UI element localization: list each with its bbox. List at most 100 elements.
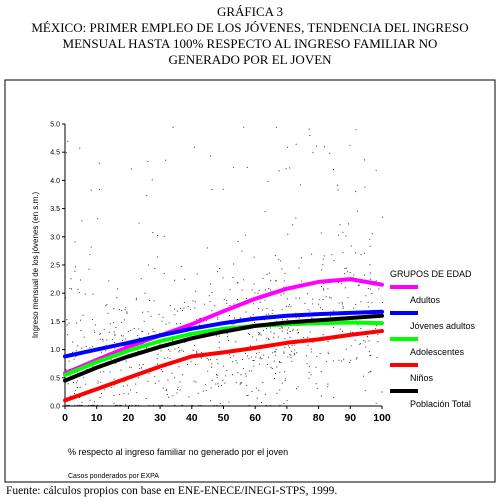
scatter-point [270, 331, 272, 333]
scatter-point [248, 404, 250, 406]
scatter-point [113, 322, 115, 324]
scatter-point [195, 290, 197, 292]
scatter-point [295, 312, 297, 314]
scatter-point [264, 299, 266, 301]
scatter-point [176, 392, 178, 394]
scatter-point [140, 344, 142, 346]
scatter-point [270, 366, 272, 368]
scatter-point [337, 189, 339, 191]
scatter-point [338, 359, 340, 361]
scatter-point [80, 319, 81, 321]
scatter-point [92, 366, 94, 368]
scatter-point [154, 382, 156, 384]
scatter-point [124, 309, 126, 311]
scatter-point [276, 366, 278, 368]
scatter-point [368, 340, 370, 342]
scatter-point [137, 335, 139, 337]
scatter-point [323, 255, 325, 257]
scatter-point [120, 404, 122, 406]
scatter-point [209, 301, 211, 303]
scatter-point [342, 252, 344, 254]
series-line [63, 309, 384, 359]
scatter-point [283, 286, 285, 288]
scatter-point [108, 331, 110, 333]
x-tick-label: 40 [186, 412, 198, 424]
x-tick-label: 60 [249, 412, 261, 424]
scatter-point [83, 336, 85, 338]
scatter-point [217, 271, 218, 273]
scatter-point [291, 345, 293, 347]
scatter-point [250, 356, 252, 358]
scatter-point [211, 189, 213, 190]
scatter-point [216, 374, 218, 376]
x-tick-label: 100 [373, 412, 391, 424]
scatter-point [76, 387, 78, 389]
scatter-point [296, 388, 297, 390]
legend-label: Población Total [410, 399, 471, 409]
scatter-point [249, 333, 250, 335]
scatter-point [255, 339, 257, 341]
scatter-point [112, 338, 114, 340]
scatter-point [289, 346, 291, 348]
scatter-point [206, 247, 208, 249]
series-line [63, 329, 384, 403]
scatter-point [90, 189, 92, 191]
scatter-point [66, 324, 68, 326]
scatter-point [319, 353, 321, 354]
scatter-point [190, 361, 192, 363]
scatter-point [287, 233, 289, 235]
scatter-point [74, 393, 75, 395]
legend-label: Adolescentes [410, 347, 465, 357]
scatter-point [147, 311, 149, 313]
scatter-point [256, 397, 258, 399]
scatter-point [228, 401, 230, 403]
scatter-point [263, 354, 265, 356]
scatter-point [349, 272, 351, 273]
scatter-point [292, 224, 294, 226]
scatter-point [93, 330, 95, 332]
scatter-point [157, 256, 159, 258]
scatter-point [162, 316, 164, 318]
scatter-point [272, 309, 274, 311]
scatter-point [68, 322, 70, 324]
scatter-point [370, 278, 372, 280]
y-tick-label: 4.5 [50, 150, 60, 157]
scatter-point [211, 366, 212, 368]
scatter-point [369, 288, 371, 290]
scatter-point [284, 338, 286, 339]
scatter-point [222, 404, 224, 406]
scatter-point [138, 222, 140, 224]
scatter-point [85, 346, 87, 348]
scatter-point [200, 404, 202, 406]
scatter-point [292, 330, 294, 332]
y-tick-label: 3.5 [50, 206, 60, 213]
scatter-point [253, 303, 255, 305]
scatter-point [96, 404, 98, 406]
scatter-point [264, 289, 266, 291]
scatter-point [312, 152, 314, 154]
scatter-point [267, 180, 269, 182]
scatter-point [350, 331, 352, 333]
scatter-point [89, 399, 91, 401]
scatter-point [261, 358, 263, 360]
scatter-point [108, 280, 110, 282]
scatter-point [97, 404, 99, 406]
x-tick-label: 20 [123, 412, 135, 424]
scatter-point [218, 341, 220, 343]
scatter-point [316, 356, 318, 358]
scatter-point [264, 211, 266, 213]
scatter-point [310, 348, 312, 350]
scatter-point [305, 355, 307, 357]
scatter-point [100, 351, 102, 353]
scatter-point [306, 293, 308, 295]
scatter-point [246, 384, 248, 386]
scatter-point [66, 319, 68, 320]
scatter-point [69, 288, 71, 290]
scatter-point [160, 369, 162, 371]
scatter-point [235, 341, 237, 343]
scatter-point [178, 351, 180, 353]
scatter-point [66, 404, 68, 406]
scatter-point [271, 312, 273, 314]
y-tick-label: 2.0 [50, 291, 60, 298]
scatter-point [219, 403, 221, 404]
